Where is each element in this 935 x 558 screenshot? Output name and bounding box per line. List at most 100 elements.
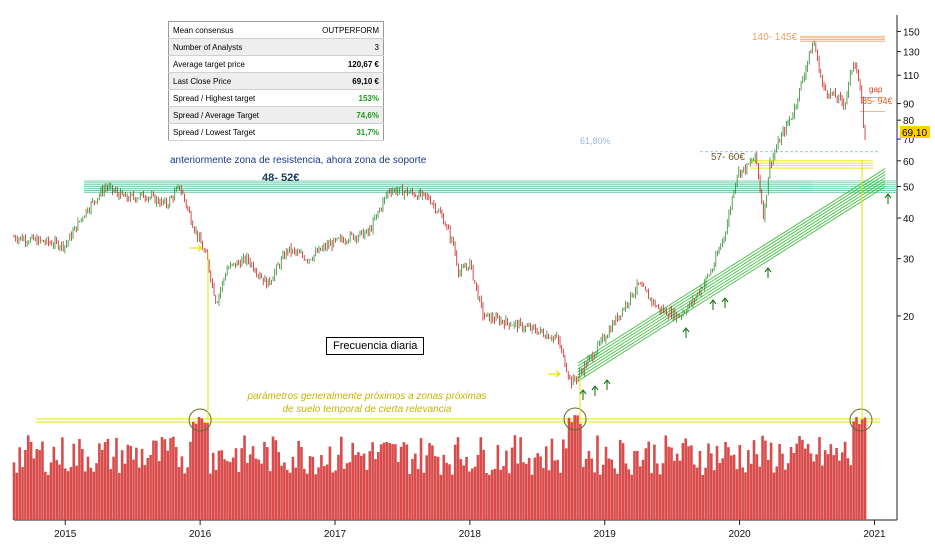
up-arrow <box>603 379 611 390</box>
support-zone-label: 48- 52€ <box>262 172 299 184</box>
volume-bar <box>525 463 528 520</box>
consensus-label: Number of Analysts <box>168 38 296 56</box>
y-tick-label: 80 <box>903 116 915 127</box>
x-tick-label: 2016 <box>189 529 212 540</box>
right-arrow <box>548 370 561 378</box>
volume-bar <box>630 474 633 520</box>
volume-bar <box>115 437 118 520</box>
volume-bar <box>613 468 616 520</box>
volume-bar <box>303 468 306 520</box>
volume-bar <box>345 463 349 520</box>
volume-bar <box>49 462 53 520</box>
volume-bar <box>470 468 474 520</box>
volume-bar <box>832 455 836 520</box>
volume-bar <box>26 435 30 520</box>
zone-140-145-label: 140- 145€ <box>752 32 797 43</box>
volume-bar <box>325 464 329 520</box>
volume-bar <box>126 444 130 520</box>
volume-bar <box>172 436 175 520</box>
consensus-value: 31,7% <box>295 123 384 141</box>
volume-bar <box>729 455 733 520</box>
volume-bar <box>359 455 363 520</box>
volume-bar <box>92 471 95 520</box>
volume-bar <box>775 466 779 520</box>
volume-bar <box>849 465 853 520</box>
volume-bar <box>553 460 557 520</box>
price-candles <box>13 40 866 389</box>
volume-bar <box>342 468 346 520</box>
volume-bar <box>858 424 861 520</box>
volume-bar <box>564 448 568 520</box>
volume-bar <box>445 462 448 520</box>
volume-bar <box>826 454 830 520</box>
volume-bar <box>681 443 685 520</box>
volume-bar <box>12 462 16 520</box>
up-arrow <box>884 193 892 204</box>
volume-bar <box>846 458 850 520</box>
volume-bar <box>83 471 87 520</box>
volume-bar <box>835 447 838 520</box>
volume-bar <box>670 447 673 520</box>
volume-bar <box>627 469 631 520</box>
volume-bar <box>419 438 423 520</box>
volume-bar <box>231 457 235 520</box>
volume-bar <box>433 456 437 520</box>
volume-bar <box>416 469 420 520</box>
volume-bar <box>248 454 252 520</box>
volume-bar <box>610 459 614 520</box>
channel-line <box>577 186 886 382</box>
right-arrow <box>190 244 203 252</box>
volume-bar <box>194 423 198 520</box>
volume-bar <box>766 459 770 520</box>
volume-bar <box>601 464 605 520</box>
volume-bar <box>311 456 315 520</box>
volume-bar <box>75 465 78 520</box>
up-arrow <box>721 297 729 308</box>
volume-bar <box>365 470 369 520</box>
volume-bar <box>166 450 169 520</box>
volume-bar <box>280 465 283 520</box>
volume-bar <box>422 472 426 520</box>
volume-bar <box>58 464 61 520</box>
volume-bar <box>860 419 864 520</box>
volume-bar <box>644 448 648 520</box>
y-tick-label: 50 <box>903 183 915 194</box>
volume-bar <box>382 442 386 520</box>
volume-bar <box>769 442 773 520</box>
volume-bar <box>206 422 209 520</box>
volume-bar <box>414 453 417 520</box>
volume-bar <box>377 452 380 520</box>
volume-bar <box>490 469 494 520</box>
volume-bar <box>183 473 187 520</box>
volume-bar <box>698 450 702 520</box>
volume-bar <box>155 440 158 520</box>
volume-bar <box>724 441 727 520</box>
volume-bar <box>368 451 372 520</box>
volume-bar <box>815 454 818 520</box>
parameters-note-line1: parámetros generalmente próximos a zonas… <box>247 391 487 402</box>
volume-bar <box>516 463 520 520</box>
volume-bar <box>664 435 668 520</box>
volume-bar <box>789 446 793 520</box>
y-tick-label: 60 <box>903 157 915 168</box>
volume-bar <box>283 462 286 520</box>
volume-bar <box>237 471 241 520</box>
volume-bar <box>21 467 24 520</box>
volume-bar <box>653 444 656 520</box>
volume-bar <box>451 474 454 520</box>
volume-bar <box>348 462 352 520</box>
volume-bar <box>402 442 406 520</box>
volume-bar <box>755 454 759 520</box>
up-arrow <box>591 385 599 396</box>
volume-bar <box>675 453 679 520</box>
volume-bar <box>809 453 813 520</box>
volume-bar <box>544 446 548 520</box>
volume-bar <box>291 456 295 520</box>
volume-bar <box>38 450 41 520</box>
y-tick-label: 70 <box>903 135 915 146</box>
volume-bar <box>263 441 266 520</box>
channel-line <box>577 168 886 364</box>
volume-bar <box>758 466 762 520</box>
volume-bar <box>254 458 258 520</box>
volume-bar <box>81 449 84 520</box>
